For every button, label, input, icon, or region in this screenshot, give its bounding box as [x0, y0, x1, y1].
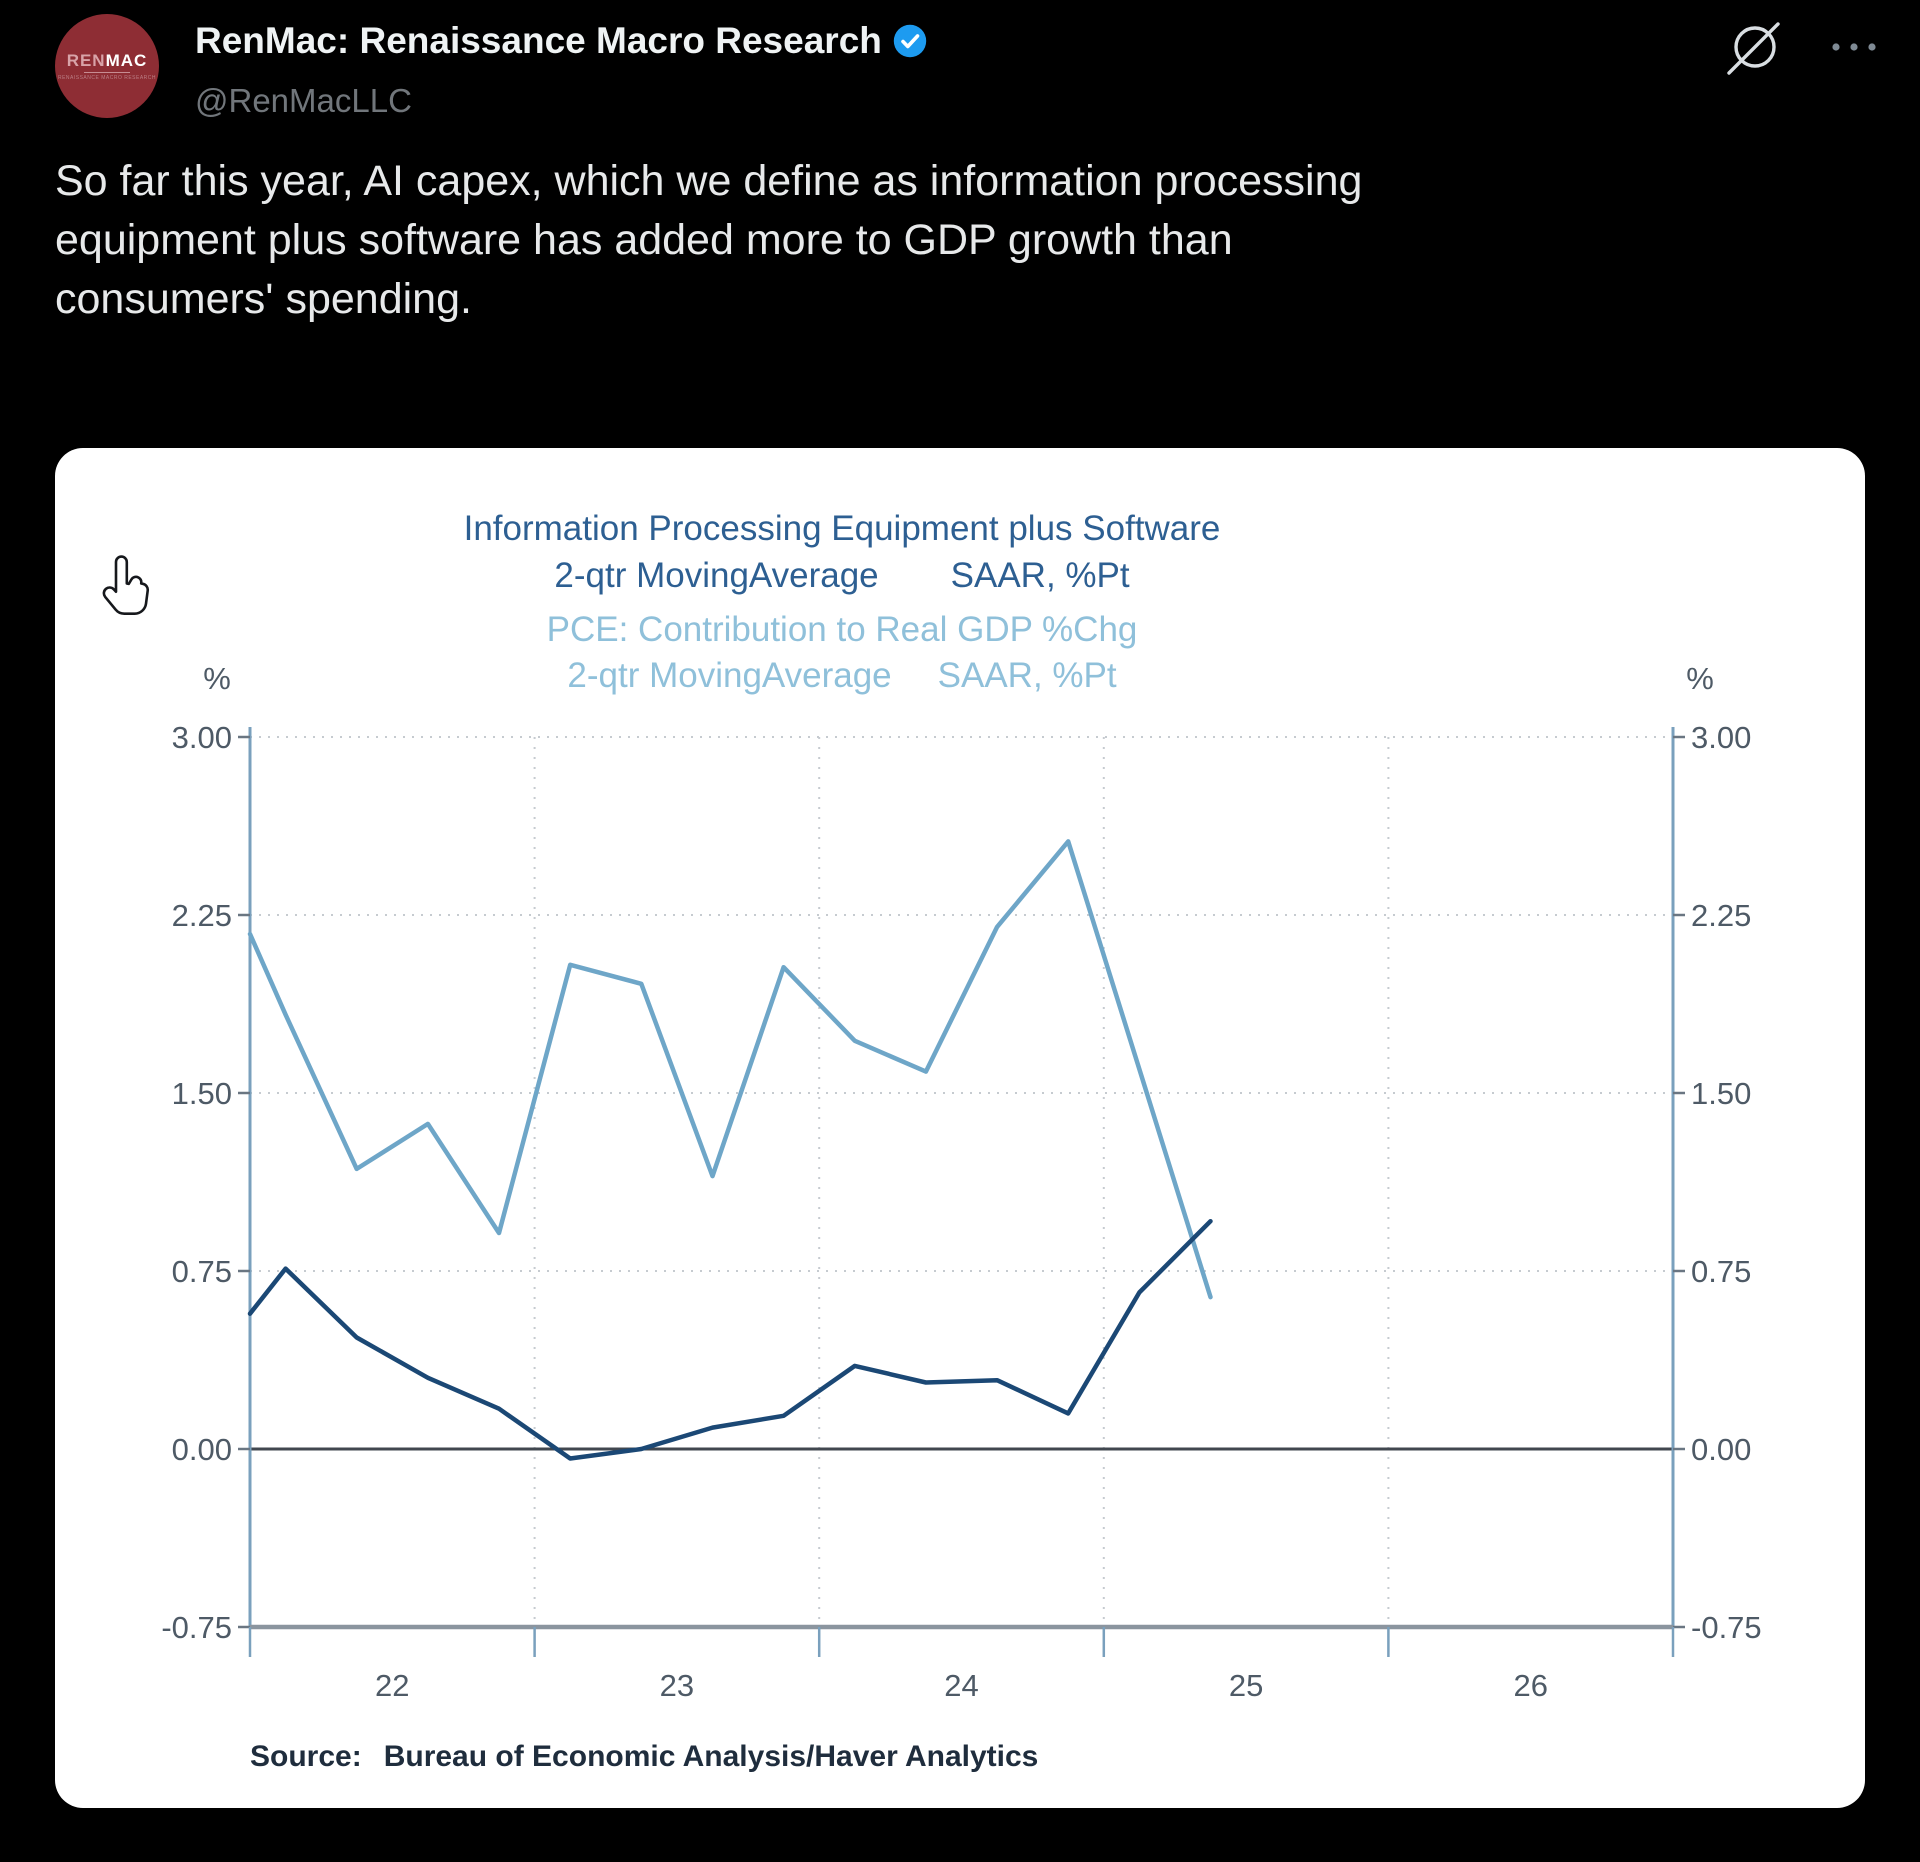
- chart-attachment[interactable]: 3.00 3.00 2.25 2.25 1.50 1.50 0.75 0.75 0.00 0.00…: [55, 448, 1865, 1808]
- chart-title-series1: Information Processing Equipment plus So…: [463, 509, 1221, 548]
- y-tick-label-left: 3.00: [172, 720, 232, 755]
- chart-title-series2: PCE: Contribution to Real GDP %Chg: [546, 610, 1138, 649]
- avatar-logo-text: RENMAC: [66, 50, 148, 70]
- more-button[interactable]: [1828, 38, 1880, 56]
- chart-title-block: Information Processing Equipment plus So…: [312, 508, 1372, 697]
- tweet-text: So far this year, AI capex, which we def…: [55, 152, 1555, 329]
- chart-svg: 3.00 3.00 2.25 2.25 1.50 1.50 0.75 0.75 0.00 0.00…: [161, 661, 1762, 1703]
- x-tick-label: 25: [1229, 1668, 1263, 1703]
- y-tick-label-left: 0.00: [172, 1432, 232, 1467]
- pce-series-line: [247, 839, 1213, 1300]
- y-tick-label-left: -0.75: [161, 1610, 232, 1645]
- y-tick-label-right: -0.75: [1691, 1610, 1762, 1645]
- avatar-logo-rule: [84, 71, 130, 73]
- display-name[interactable]: RenMac: Renaissance Macro Research: [195, 20, 882, 61]
- x-tick-label: 26: [1513, 1668, 1547, 1703]
- verified-badge-icon: [892, 23, 928, 59]
- handle[interactable]: @RenMacLLC: [195, 82, 412, 119]
- chart-source: Source: Bureau of Economic Analysis/Have…: [250, 1740, 1038, 1774]
- source-text: Bureau of Economic Analysis/Haver Analyt…: [383, 1740, 1039, 1773]
- avatar-logo-subtext: RENAISSANCE MACRO RESEARCH: [57, 74, 156, 81]
- x-tick-label: 24: [944, 1668, 978, 1703]
- y-tick-label-right: 0.75: [1691, 1254, 1751, 1289]
- chart-subtitle-series1-left: 2-qtr MovingAverage: [554, 556, 879, 595]
- y-tick-label-left: 0.75: [172, 1254, 232, 1289]
- source-label: Source:: [250, 1740, 362, 1773]
- chart-subtitle-series2-right: SAAR, %Pt: [937, 656, 1117, 695]
- grok-icon[interactable]: [1726, 18, 1784, 76]
- chart-subtitle-series2-left: 2-qtr MovingAverage: [567, 656, 892, 695]
- unit-label-left: %: [203, 661, 231, 696]
- y-tick-label-left: 2.25: [172, 898, 232, 933]
- y-tick-label-right: 3.00: [1691, 720, 1751, 755]
- y-tick-label-right: 1.50: [1691, 1076, 1751, 1111]
- y-tick-label-left: 1.50: [172, 1076, 232, 1111]
- y-tick-label-right: 0.00: [1691, 1432, 1751, 1467]
- unit-label-right: %: [1686, 661, 1714, 696]
- tweet-text-line: equipment plus software has added more t…: [55, 216, 1233, 264]
- y-tick-label-right: 2.25: [1691, 898, 1751, 933]
- chart-subtitle-series1-right: SAAR, %Pt: [950, 556, 1130, 595]
- tweet-text-line: consumers' spending.: [55, 275, 472, 323]
- tweet-text-line: So far this year, AI capex, which we def…: [55, 157, 1363, 205]
- info-processing-series-line: [247, 1218, 1213, 1461]
- x-tick-label: 23: [660, 1668, 694, 1703]
- avatar[interactable]: RENMAC RENAISSANCE MACRO RESEARCH: [55, 14, 159, 118]
- x-tick-label: 22: [375, 1668, 409, 1703]
